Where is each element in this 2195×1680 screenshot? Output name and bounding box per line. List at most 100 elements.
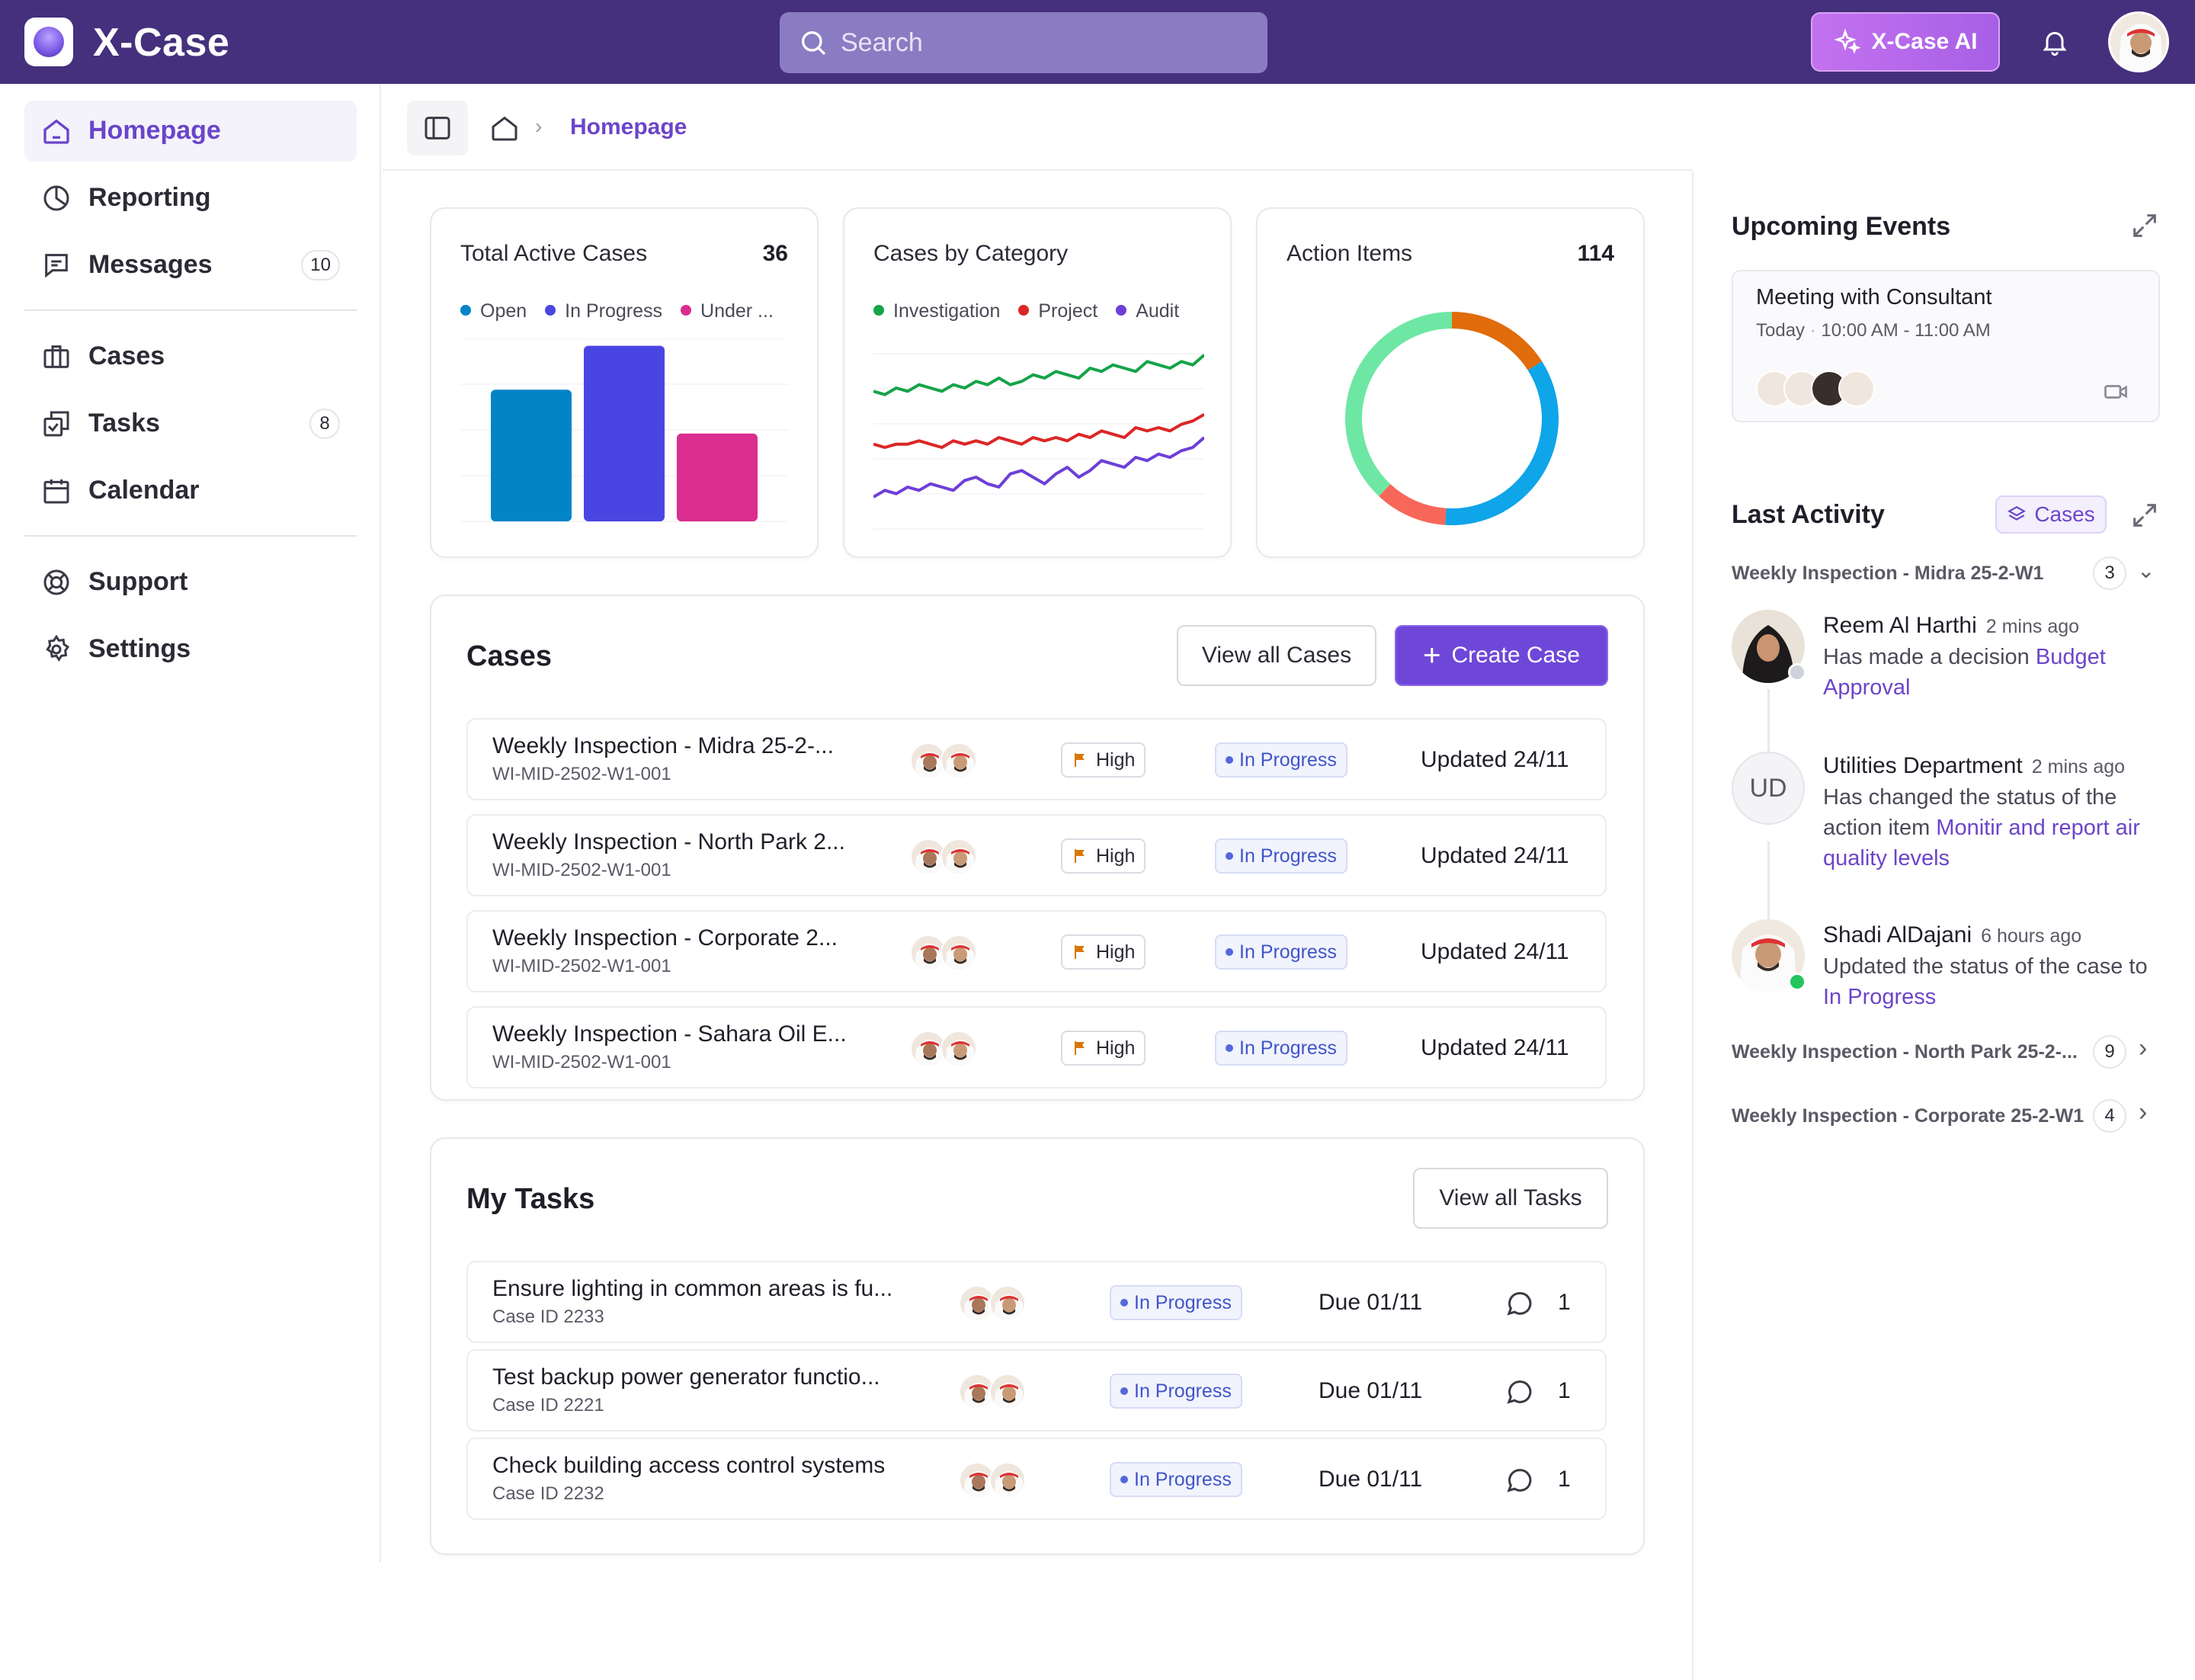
activity-group-title[interactable]: Weekly Inspection - Corporate 25-2-W1 <box>1732 1105 2084 1127</box>
gear-icon <box>46 634 70 662</box>
case-row[interactable]: Weekly Inspection - Sahara Oil E... WI-MI… <box>466 1006 1607 1088</box>
activity-author: Shadi AlDajani 6 hours ago <box>1823 922 2081 948</box>
home-icon[interactable] <box>489 113 520 143</box>
legend-item: Open <box>460 300 527 322</box>
sidebar-item-calendar[interactable]: Calendar <box>24 460 357 521</box>
avatar <box>1732 610 1805 683</box>
expand-icon[interactable] <box>2129 500 2160 531</box>
legend-label: Audit <box>1136 300 1180 322</box>
view-all-cases-button[interactable]: View all Cases <box>1177 625 1376 686</box>
activity-group-title[interactable]: Weekly Inspection - Midra 25-2-W1 <box>1732 563 2044 584</box>
legend-dot <box>681 305 692 316</box>
sidebar-item-homepage[interactable]: Homepage <box>24 101 357 162</box>
status-badge: In Progress <box>1215 1031 1347 1066</box>
task-title: Check building access control systems <box>492 1453 886 1478</box>
series-line <box>873 412 1204 449</box>
avatar <box>989 1374 1026 1410</box>
donut-slice <box>1379 484 1447 525</box>
view-all-tasks-button[interactable]: View all Tasks <box>1413 1168 1608 1229</box>
flag-icon <box>1075 1041 1085 1055</box>
sidebar-item-reporting[interactable]: Reporting <box>24 168 357 229</box>
status-dot <box>1226 948 1233 956</box>
search-input[interactable] <box>841 12 1252 73</box>
search-icon <box>802 31 826 56</box>
sidebar: Homepage Reporting Messages 10 Cases Tas… <box>0 84 381 1563</box>
sidebar-item-cases[interactable]: Cases <box>24 326 357 387</box>
event-hours: 10:00 AM - 11:00 AM <box>1821 320 1991 341</box>
sidebar-item-settings[interactable]: Settings <box>24 619 357 680</box>
activity-link[interactable]: Budget Approval <box>1823 645 2106 700</box>
panel-left-icon <box>425 117 450 139</box>
bar <box>491 390 572 521</box>
task-row[interactable]: Ensure lighting in common areas is fu...… <box>466 1261 1607 1343</box>
create-case-label: Create Case <box>1451 643 1580 668</box>
legend-item: Project <box>1018 300 1098 322</box>
activity-filter-cases[interactable]: Cases <box>1995 495 2107 534</box>
status-dot <box>1120 1476 1128 1483</box>
status-badge: In Progress <box>1215 838 1347 874</box>
sidebar-item-messages[interactable]: Messages 10 <box>24 235 357 296</box>
activity-group-count: 4 <box>2093 1099 2126 1133</box>
activity-link[interactable]: Monitir and report air quality levels <box>1823 816 2140 870</box>
app-logo[interactable] <box>24 18 73 66</box>
activity-link[interactable]: In Progress <box>1823 985 1937 1009</box>
chevron-right-icon[interactable]: › <box>2139 1034 2148 1063</box>
sidebar-item-support[interactable]: Support <box>24 552 357 613</box>
task-due-date: Due 01/11 <box>1319 1467 1423 1492</box>
assignees <box>910 838 980 877</box>
top-bar: X-Case X-Case AI <box>0 0 2195 84</box>
assignees <box>959 1285 1029 1323</box>
card-title: Total Active Cases <box>460 241 648 266</box>
case-row[interactable]: Weekly Inspection - Corporate 2... WI-MID… <box>466 910 1607 992</box>
status-label: In Progress <box>1134 1291 1232 1313</box>
case-row[interactable]: Weekly Inspection - North Park 2... WI-MI… <box>466 814 1607 896</box>
task-row[interactable]: Test backup power generator functio... Ca… <box>466 1349 1607 1432</box>
case-row[interactable]: Weekly Inspection - Midra 25-2-... WI-MID… <box>466 718 1607 800</box>
avatar <box>959 1374 995 1410</box>
event-title: Meeting with Consultant <box>1756 285 1992 309</box>
activity-message: Updated the status of the case to <box>1823 954 2148 979</box>
cases-section: Cases View all Cases + Create Case Weekl… <box>430 595 1645 1101</box>
comment-icon[interactable] <box>1504 1288 1535 1319</box>
status-dot <box>1120 1299 1128 1306</box>
app-title: X-Case <box>93 21 230 65</box>
card-title: Cases by Category <box>873 241 1069 266</box>
chevron-right-icon: › <box>535 114 543 138</box>
my-tasks-section: My Tasks View all Tasks Ensure lighting … <box>430 1137 1645 1555</box>
chevron-right-icon[interactable]: › <box>2139 1098 2148 1127</box>
comment-count: 1 <box>1558 1467 1571 1492</box>
sidebar-toggle-button[interactable] <box>407 101 468 155</box>
avatar <box>1756 370 1793 407</box>
video-icon[interactable] <box>2102 378 2129 406</box>
task-row[interactable]: Check building access control systems Cas… <box>466 1438 1607 1520</box>
breadcrumb-current[interactable]: Homepage <box>570 114 687 139</box>
comment-icon[interactable] <box>1504 1465 1535 1496</box>
user-avatar[interactable] <box>2108 11 2169 72</box>
activity-group-title[interactable]: Weekly Inspection - North Park 25-2-... <box>1732 1041 2078 1063</box>
bell-icon[interactable] <box>2040 26 2070 58</box>
status-label: In Progress <box>1239 749 1337 771</box>
comment-icon[interactable] <box>1504 1377 1535 1407</box>
chevron-down-icon[interactable]: ⌄ <box>2137 559 2155 582</box>
legend-item: In Progress <box>545 300 662 322</box>
expand-icon[interactable] <box>2129 210 2160 241</box>
tasks-count-badge: 8 <box>309 409 340 439</box>
case-id: WI-MID-2502-W1-001 <box>492 1052 671 1072</box>
case-updated: Updated 24/11 <box>1421 1035 1569 1060</box>
xcase-ai-button[interactable]: X-Case AI <box>1811 12 2000 72</box>
timeline-line <box>1767 842 1770 933</box>
sidebar-item-label: Reporting <box>88 183 211 212</box>
create-case-button[interactable]: + Create Case <box>1395 625 1608 686</box>
comment-count: 1 <box>1558 1378 1571 1403</box>
priority-badge: High <box>1061 742 1146 777</box>
avatar <box>1838 370 1875 407</box>
activity-time: 2 mins ago <box>1985 616 2080 637</box>
status-label: In Progress <box>1239 845 1337 867</box>
author-name: Shadi AlDajani <box>1823 922 1972 947</box>
sidebar-item-tasks[interactable]: Tasks 8 <box>24 393 357 454</box>
search-box[interactable] <box>780 12 1267 73</box>
event-card[interactable]: Meeting with Consultant Today · 10:00 AM… <box>1732 270 2160 422</box>
legend-item: Under ... <box>681 300 774 322</box>
tasks-icon <box>43 411 69 437</box>
status-badge: In Progress <box>1110 1374 1242 1409</box>
